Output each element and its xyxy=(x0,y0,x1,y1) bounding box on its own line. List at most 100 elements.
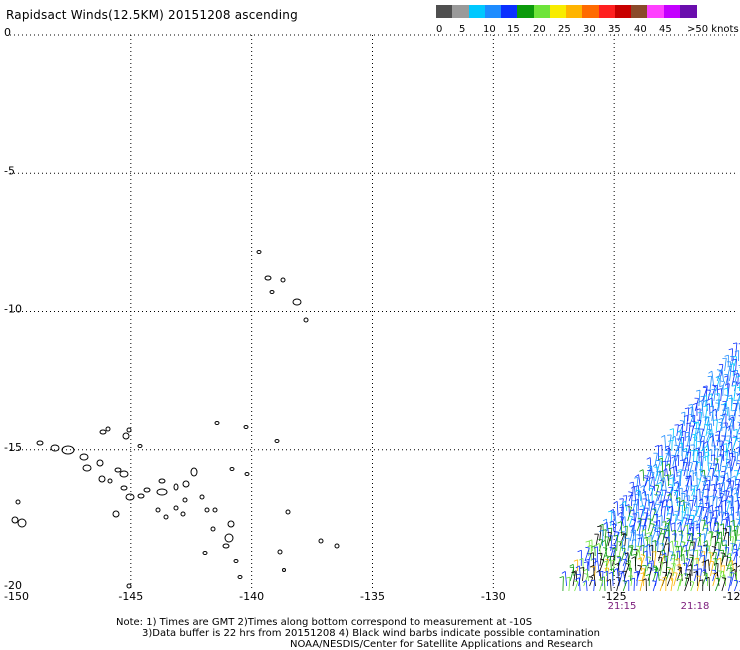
x-axis-labels: -150 -145 -140 -135 -130 -125 -120 xyxy=(4,590,740,603)
wind-barb xyxy=(629,526,634,542)
wind-barb-flag xyxy=(729,414,734,417)
wind-barb xyxy=(669,519,672,532)
wind-barb-flag xyxy=(682,544,687,548)
wind-barb-flag xyxy=(624,552,629,555)
wind-barb-flag xyxy=(715,541,720,544)
wind-barb xyxy=(731,441,733,457)
note-line-3: NOAA/NESDIS/Center for Satellite Applica… xyxy=(290,639,594,650)
wind-barb-flag xyxy=(731,475,736,479)
wind-barb xyxy=(672,474,675,487)
wind-barb-flag xyxy=(663,556,668,558)
wind-barb xyxy=(683,500,686,512)
wind-barb xyxy=(727,383,730,397)
wind-barb-flag xyxy=(683,524,688,527)
wind-barb-flag xyxy=(703,572,708,574)
island-outline xyxy=(156,488,168,496)
wind-barb-flag xyxy=(605,558,610,561)
wind-barb xyxy=(569,567,575,582)
y-tick-label: 0 xyxy=(4,26,11,39)
wind-barb-flag xyxy=(611,547,616,550)
wind-barb xyxy=(704,406,708,422)
wind-barb-flag xyxy=(700,469,705,473)
wind-barb-flag xyxy=(722,540,727,542)
wind-barb-flag xyxy=(616,555,621,558)
island-outline xyxy=(98,475,106,483)
wind-barb xyxy=(680,512,686,527)
wind-barb-flag xyxy=(606,578,611,582)
scale-swatch xyxy=(614,5,632,18)
wind-barb-flag xyxy=(613,501,618,504)
wind-barb-flag xyxy=(613,568,618,571)
wind-barb xyxy=(680,545,683,562)
wind-barb-flag xyxy=(703,540,708,544)
wind-barb xyxy=(644,513,649,527)
wind-barb-flag xyxy=(634,511,639,514)
wind-barb-flag xyxy=(719,523,724,526)
wind-barb-flag xyxy=(707,449,713,452)
wind-barb-flag xyxy=(728,348,733,351)
wind-barb xyxy=(660,456,664,467)
wind-barb xyxy=(614,523,616,537)
wind-barb xyxy=(725,540,727,552)
wind-barb-flag xyxy=(613,534,618,537)
wind-barb xyxy=(720,440,723,457)
wind-barb-flag xyxy=(622,533,627,535)
wind-barb-flag xyxy=(648,534,653,538)
wind-barb xyxy=(623,571,626,587)
wind-barb xyxy=(716,522,719,537)
island-outline xyxy=(50,444,60,452)
wind-barb xyxy=(703,448,706,462)
wind-barb xyxy=(657,567,660,582)
wind-barb xyxy=(699,431,701,447)
wind-barb xyxy=(660,502,663,517)
wind-barb-flag xyxy=(701,561,706,563)
wind-barb xyxy=(669,447,671,462)
wind-barb-flag xyxy=(689,556,694,559)
time-labels: 21:15 21:18 xyxy=(608,601,710,610)
wind-barb xyxy=(686,490,688,502)
wind-barb xyxy=(666,453,670,467)
wind-barb-flag xyxy=(727,441,732,445)
wind-barb xyxy=(632,500,637,512)
wind-barb-flag xyxy=(631,519,636,521)
wind-barb xyxy=(677,439,681,452)
wind-barb xyxy=(705,569,707,582)
wind-barb xyxy=(718,470,720,482)
wind-barb-flag xyxy=(602,518,607,522)
wind-barb-flag xyxy=(729,363,734,366)
wind-barb-flag xyxy=(626,562,631,565)
wind-barb xyxy=(620,507,624,522)
wind-barb xyxy=(712,411,715,427)
wind-barb-flag xyxy=(731,409,736,412)
wind-barbs xyxy=(559,342,740,592)
wind-barb-flag xyxy=(708,370,713,374)
wind-barb-flag xyxy=(727,466,732,469)
island-outline xyxy=(137,444,143,448)
wind-barb-flag xyxy=(669,466,674,470)
wind-barb xyxy=(661,543,664,557)
wind-barb-flag xyxy=(685,495,690,497)
wind-barb-flag xyxy=(712,474,717,477)
wind-barb-flag xyxy=(640,554,645,556)
wind-barb-flag xyxy=(625,504,630,507)
scale-swatch xyxy=(582,5,599,18)
wind-barb-flag xyxy=(681,430,686,433)
wind-barb-flag xyxy=(683,469,688,472)
wind-barb xyxy=(655,464,659,477)
island-outline xyxy=(122,432,130,440)
wind-barb-flag xyxy=(722,402,727,406)
scale-swatch xyxy=(533,5,551,18)
wind-barb-flag xyxy=(715,430,720,433)
wind-barb-flag xyxy=(619,503,624,506)
wind-barb-flag xyxy=(692,436,697,438)
wind-barb-flag xyxy=(723,510,728,514)
wind-barb xyxy=(686,550,689,562)
wind-barb-flag xyxy=(631,556,636,559)
wind-barb-flag xyxy=(713,496,718,498)
wind-barb-flag xyxy=(684,506,689,509)
wind-barb-flag xyxy=(668,506,673,508)
wind-barb-flag xyxy=(610,559,615,562)
wind-barb xyxy=(634,486,636,502)
wind-barb-flag xyxy=(734,373,739,375)
y-tick-label: -10 xyxy=(4,303,22,316)
